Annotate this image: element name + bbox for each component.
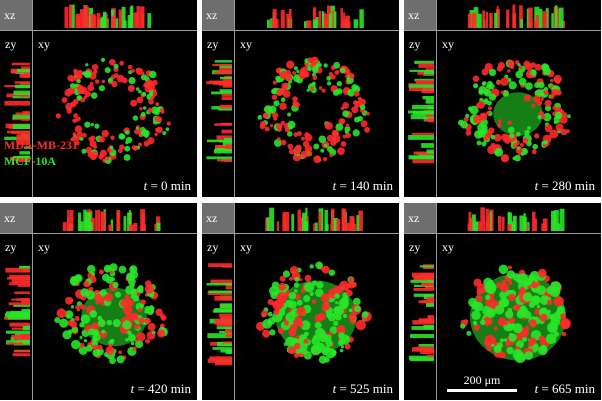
legend-red: MDA-MB-231 bbox=[4, 138, 78, 152]
divider-horizontal bbox=[202, 30, 399, 31]
label-xy: xy bbox=[240, 240, 252, 254]
time-value: = 525 min bbox=[339, 381, 393, 396]
scale-bar: 200 μm bbox=[447, 374, 517, 392]
panel-t140: xz zy xy t = 140 min bbox=[202, 0, 399, 197]
time-prefix: t bbox=[534, 381, 539, 396]
time-prefix: t bbox=[130, 381, 135, 396]
scale-bar-line bbox=[447, 389, 517, 392]
corner-block bbox=[0, 203, 32, 233]
scale-bar-label: 200 μm bbox=[463, 373, 501, 387]
time-value: = 140 min bbox=[339, 178, 393, 193]
label-xz: xz bbox=[408, 8, 420, 22]
microscopy-image bbox=[408, 4, 571, 164]
time-value: = 0 min bbox=[150, 178, 191, 193]
time-value: = 280 min bbox=[541, 178, 595, 193]
divider-vertical bbox=[436, 0, 437, 197]
microscopy-image bbox=[206, 5, 371, 164]
divider-horizontal bbox=[0, 233, 197, 234]
label-xz: xz bbox=[206, 211, 218, 225]
divider-vertical bbox=[234, 0, 235, 197]
label-xz: xz bbox=[408, 211, 420, 225]
panel-t665: xz zy xy 200 μm t = 665 min bbox=[404, 203, 601, 400]
panel-t280: xz zy xy t = 280 min bbox=[404, 0, 601, 197]
time-prefix: t bbox=[534, 178, 539, 193]
divider-horizontal bbox=[404, 30, 601, 31]
corner-block bbox=[0, 0, 32, 30]
divider-horizontal bbox=[0, 30, 197, 31]
time-label: t = 280 min bbox=[535, 179, 595, 193]
time-prefix: t bbox=[332, 381, 337, 396]
label-zy: zy bbox=[409, 37, 421, 51]
label-xy: xy bbox=[442, 37, 454, 51]
time-value: = 665 min bbox=[541, 381, 595, 396]
time-label: t = 0 min bbox=[144, 179, 191, 193]
label-zy: zy bbox=[5, 37, 17, 51]
time-prefix: t bbox=[332, 178, 337, 193]
label-xy: xy bbox=[38, 240, 50, 254]
corner-block bbox=[202, 0, 234, 30]
corner-block bbox=[404, 0, 436, 30]
label-xy: xy bbox=[240, 37, 252, 51]
microscopy-image bbox=[206, 207, 372, 366]
label-xy: xy bbox=[442, 240, 454, 254]
time-label: t = 140 min bbox=[333, 179, 393, 193]
label-zy: zy bbox=[207, 37, 219, 51]
label-zy: zy bbox=[409, 240, 421, 254]
label-xz: xz bbox=[4, 211, 16, 225]
panel-t0: xz zy xy MDA-MB-231 MCF-10A t = 0 min bbox=[0, 0, 197, 197]
divider-horizontal bbox=[404, 233, 601, 234]
time-prefix: t bbox=[143, 178, 148, 193]
legend-green: MCF-10A bbox=[4, 154, 56, 168]
divider-vertical bbox=[32, 0, 33, 197]
time-value: = 420 min bbox=[137, 381, 191, 396]
corner-block bbox=[202, 203, 234, 233]
time-label: t = 665 min bbox=[535, 382, 595, 396]
label-xz: xz bbox=[206, 8, 218, 22]
panel-t525: xz zy xy t = 525 min bbox=[202, 203, 399, 400]
panel-t420: xz zy xy t = 420 min bbox=[0, 203, 197, 400]
time-label: t = 525 min bbox=[333, 382, 393, 396]
divider-vertical bbox=[32, 203, 33, 400]
label-zy: zy bbox=[207, 240, 219, 254]
microscopy-image bbox=[4, 4, 171, 164]
time-label: t = 420 min bbox=[131, 382, 191, 396]
divider-horizontal bbox=[202, 233, 399, 234]
microscopy-image bbox=[4, 209, 168, 365]
divider-vertical bbox=[436, 203, 437, 400]
label-zy: zy bbox=[5, 240, 17, 254]
corner-block bbox=[404, 203, 436, 233]
label-xy: xy bbox=[38, 37, 50, 51]
microscopy-image bbox=[408, 207, 571, 364]
label-xz: xz bbox=[4, 8, 16, 22]
divider-vertical bbox=[234, 203, 235, 400]
